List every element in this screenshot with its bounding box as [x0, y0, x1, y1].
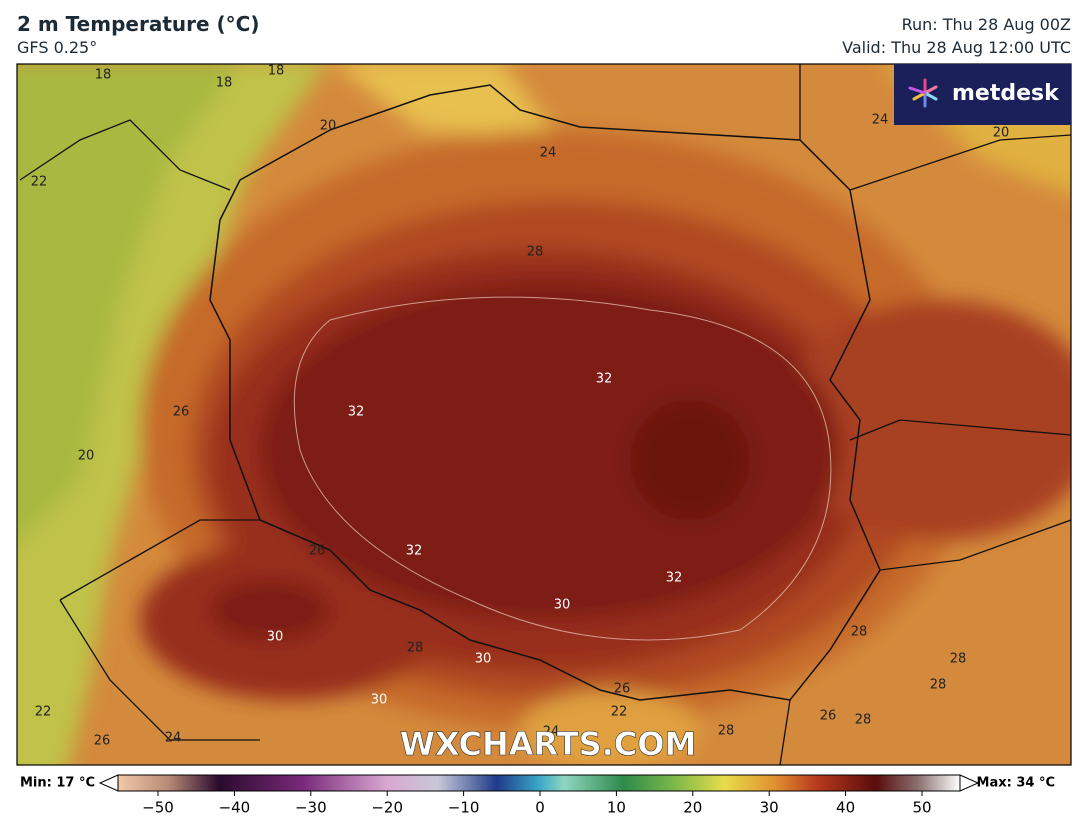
- colorbar-tick-label: −20: [371, 799, 403, 817]
- colorbar-tick-label: −30: [295, 799, 327, 817]
- temperature-field: [17, 64, 1071, 765]
- map-frame: [16, 63, 1072, 766]
- colorbar-tick-label: 30: [760, 799, 779, 817]
- contour-label: 30: [554, 598, 571, 613]
- contour-label: 28: [930, 678, 947, 693]
- contour-label: 26: [614, 682, 631, 697]
- colorbar: [118, 775, 960, 791]
- contour-label: 30: [475, 652, 492, 667]
- map-title: 2 m Temperature (°C): [17, 12, 260, 36]
- contour-label: 18: [216, 76, 233, 91]
- colorbar-tick-label: −10: [448, 799, 480, 817]
- valid-time: Valid: Thu 28 Aug 12:00 UTC: [842, 38, 1071, 57]
- min-label: Min: 17 °C: [20, 776, 95, 791]
- contour-label: 24: [543, 725, 560, 740]
- watermark: WXCHARTS.COM: [400, 725, 697, 763]
- contour-label: 22: [611, 705, 628, 720]
- contour-label: 26: [309, 544, 326, 559]
- contour-label: 32: [666, 571, 683, 586]
- colorbar-tick-label: 10: [607, 799, 626, 817]
- contour-label: 26: [94, 734, 111, 749]
- contour-label: 30: [267, 630, 284, 645]
- colorbar-tick-label: 0: [535, 799, 545, 817]
- contour-label: 18: [95, 68, 112, 83]
- contour-label: 24: [540, 146, 557, 161]
- contour-label: 28: [527, 245, 544, 260]
- model-name: GFS 0.25°: [17, 38, 98, 57]
- contour-label: 20: [78, 449, 95, 464]
- logo-icon: [908, 78, 938, 108]
- contour-label: 28: [855, 713, 872, 728]
- colorbar-tick-label: 40: [836, 799, 855, 817]
- contour-label: 28: [950, 652, 967, 667]
- contour-label: 30: [371, 693, 388, 708]
- contour-label: 28: [851, 625, 868, 640]
- contour-label: 22: [31, 175, 48, 190]
- run-time: Run: Thu 28 Aug 00Z: [901, 15, 1071, 34]
- colorbar-frame: [117, 774, 961, 792]
- contour-label: 28: [718, 724, 735, 739]
- contour-label: 22: [35, 705, 52, 720]
- max-label: Max: 34 °C: [977, 776, 1055, 791]
- colorbar-tick-label: 50: [912, 799, 931, 817]
- contour-label: 28: [407, 641, 424, 656]
- logo-text: metdesk: [952, 81, 1060, 106]
- colorbar-tick-label: −40: [219, 799, 251, 817]
- colorbar-tick-label: −50: [142, 799, 174, 817]
- contour-label: 20: [993, 126, 1010, 141]
- contour-label: 26: [820, 709, 837, 724]
- contour-label: 26: [173, 405, 190, 420]
- contour-label: 24: [165, 731, 182, 746]
- contour-label: 18: [268, 64, 285, 79]
- contour-label: 32: [406, 544, 423, 559]
- contour-label: 32: [596, 372, 613, 387]
- colorbar-tick-label: 20: [683, 799, 702, 817]
- contour-label: 32: [348, 405, 365, 420]
- contour-label: 20: [320, 119, 337, 134]
- contour-label: 24: [872, 113, 889, 128]
